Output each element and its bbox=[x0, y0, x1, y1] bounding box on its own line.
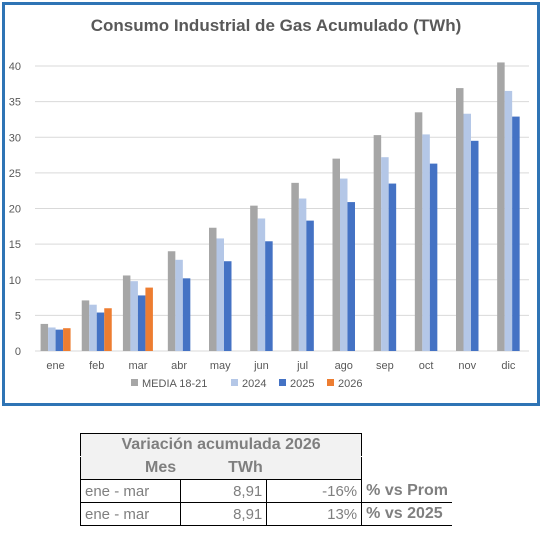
x-tick-label: abr bbox=[171, 360, 187, 372]
row-2-mes: ene - mar bbox=[80, 502, 181, 526]
bar-2025-ago bbox=[347, 202, 355, 351]
bar-2025-mar bbox=[137, 295, 146, 351]
legend-label: 2025 bbox=[290, 378, 314, 390]
gridlines bbox=[35, 65, 529, 352]
row-2-var: 13% bbox=[266, 502, 363, 526]
bar-2025-jun bbox=[265, 241, 273, 351]
table-title: Variación acumulada 2026 bbox=[79, 433, 363, 457]
x-tick-label: jul bbox=[296, 360, 308, 372]
chart-title: Consumo Industrial de Gas Acumulado (TWh… bbox=[91, 16, 462, 35]
bar-2025-oct bbox=[429, 163, 438, 351]
bar-2024-ago bbox=[340, 178, 348, 351]
bar-media-18-21-ene bbox=[40, 323, 49, 351]
bar-media-18-21-nov bbox=[456, 88, 464, 352]
bar-media-18-21-may bbox=[209, 227, 217, 351]
bar-2024-abr bbox=[175, 259, 183, 351]
row-1-var: -16% bbox=[266, 479, 363, 503]
bar-2025-jul bbox=[306, 220, 314, 351]
x-tick-label: oct bbox=[419, 360, 434, 372]
legend-swatch bbox=[279, 379, 286, 386]
bar-2025-may bbox=[224, 261, 232, 351]
x-tick-label: nov bbox=[458, 360, 476, 372]
legend-swatch bbox=[327, 379, 334, 386]
chart-frame: Consumo Industrial de Gas Acumulado (TWh… bbox=[2, 2, 540, 406]
x-axis-ticks: ene feb mar abr may jun jul ago sep oct nov dic bbox=[46, 360, 516, 372]
bar-media-18-21-ago bbox=[332, 158, 340, 351]
table-header-row: Mes TWh bbox=[80, 456, 452, 480]
legend-label: 2024 bbox=[242, 378, 266, 390]
bar-2025-abr bbox=[182, 278, 191, 351]
row-1-note: % vs Prom bbox=[361, 479, 452, 503]
legend-label: 2026 bbox=[338, 378, 362, 390]
x-tick-label: dic bbox=[501, 360, 516, 372]
bars bbox=[40, 62, 520, 352]
x-tick-label: may bbox=[210, 360, 231, 372]
bar-2024-jun bbox=[257, 218, 266, 351]
header-twh: TWh bbox=[180, 456, 267, 480]
bar-2024-sep bbox=[381, 157, 389, 351]
y-tick-label: 5 bbox=[15, 310, 21, 322]
bar-2024-dic bbox=[504, 90, 513, 351]
y-tick-label: 40 bbox=[9, 61, 21, 73]
bar-media-18-21-jun bbox=[250, 205, 258, 351]
row-1-twh: 8,91 bbox=[179, 479, 268, 503]
x-tick-label: sep bbox=[376, 360, 394, 372]
y-tick-label: 20 bbox=[9, 204, 21, 216]
bar-2025-nov bbox=[471, 140, 479, 351]
y-axis-ticks: 0 5 10 15 20 25 30 35 40 bbox=[9, 61, 21, 358]
header-mes: Mes bbox=[80, 456, 181, 480]
bar-2024-mar bbox=[130, 281, 138, 351]
row-1-mes: ene - mar bbox=[80, 479, 181, 503]
bar-media-18-21-jul bbox=[291, 182, 299, 351]
bar-2024-ene bbox=[48, 327, 56, 351]
bar-2024-jul bbox=[298, 198, 307, 351]
bar-media-18-21-abr bbox=[167, 251, 176, 351]
bar-media-18-21-feb bbox=[81, 300, 90, 351]
table-title-row: Variación acumulada 2026 bbox=[79, 433, 452, 457]
bar-2024-nov bbox=[463, 113, 471, 351]
legend-swatch bbox=[131, 379, 138, 386]
bar-2025-feb bbox=[96, 312, 105, 351]
bar-2024-feb bbox=[89, 304, 97, 351]
variation-table-wrap: Variación acumulada 2026 Mes TWh ene - m… bbox=[79, 433, 452, 526]
legend-swatch bbox=[231, 379, 238, 386]
table-row: ene - mar 8,91 13% % vs 2025 bbox=[80, 502, 452, 526]
x-tick-label: ago bbox=[335, 360, 353, 372]
y-tick-label: 30 bbox=[9, 132, 21, 144]
bar-2025-dic bbox=[512, 116, 520, 352]
y-tick-label: 25 bbox=[9, 168, 21, 180]
x-tick-label: ene bbox=[46, 360, 64, 372]
bar-media-18-21-oct bbox=[414, 112, 423, 351]
row-2-note: % vs 2025 bbox=[361, 502, 452, 526]
bar-2026-feb bbox=[104, 308, 112, 351]
bar-2026-ene bbox=[63, 328, 71, 351]
bar-chart: Consumo Industrial de Gas Acumulado (TWh… bbox=[9, 16, 529, 390]
x-tick-label: feb bbox=[89, 360, 104, 372]
variation-table: Variación acumulada 2026 Mes TWh ene - m… bbox=[79, 433, 452, 526]
bar-2026-mar bbox=[145, 287, 153, 351]
y-tick-label: 0 bbox=[15, 346, 21, 358]
bar-media-18-21-mar bbox=[122, 275, 131, 351]
row-2-twh: 8,91 bbox=[179, 502, 268, 526]
table-row: ene - mar 8,91 -16% % vs Prom bbox=[80, 479, 452, 503]
y-tick-label: 15 bbox=[9, 239, 21, 251]
legend: MEDIA 18-21 2024 2025 2026 bbox=[131, 378, 362, 390]
x-tick-label: mar bbox=[128, 360, 147, 372]
bar-2024-oct bbox=[422, 134, 430, 351]
bar-media-18-21-dic bbox=[497, 62, 505, 351]
legend-label: MEDIA 18-21 bbox=[142, 378, 207, 390]
y-tick-label: 35 bbox=[9, 97, 21, 109]
bar-2024-may bbox=[216, 238, 224, 351]
bar-media-18-21-sep bbox=[373, 135, 382, 351]
bar-2025-ene bbox=[55, 329, 64, 351]
x-tick-label: jun bbox=[253, 360, 269, 372]
y-tick-label: 10 bbox=[9, 275, 21, 287]
bar-2025-sep bbox=[388, 183, 397, 351]
